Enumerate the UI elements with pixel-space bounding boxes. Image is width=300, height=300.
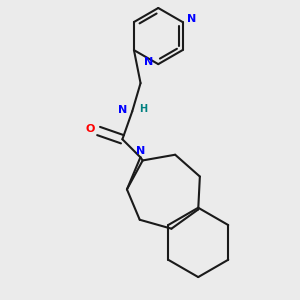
Text: N: N (136, 146, 145, 157)
Text: O: O (86, 124, 95, 134)
Text: N: N (187, 14, 196, 24)
Text: H: H (139, 103, 147, 114)
Text: N: N (144, 58, 153, 68)
Text: N: N (118, 105, 127, 115)
